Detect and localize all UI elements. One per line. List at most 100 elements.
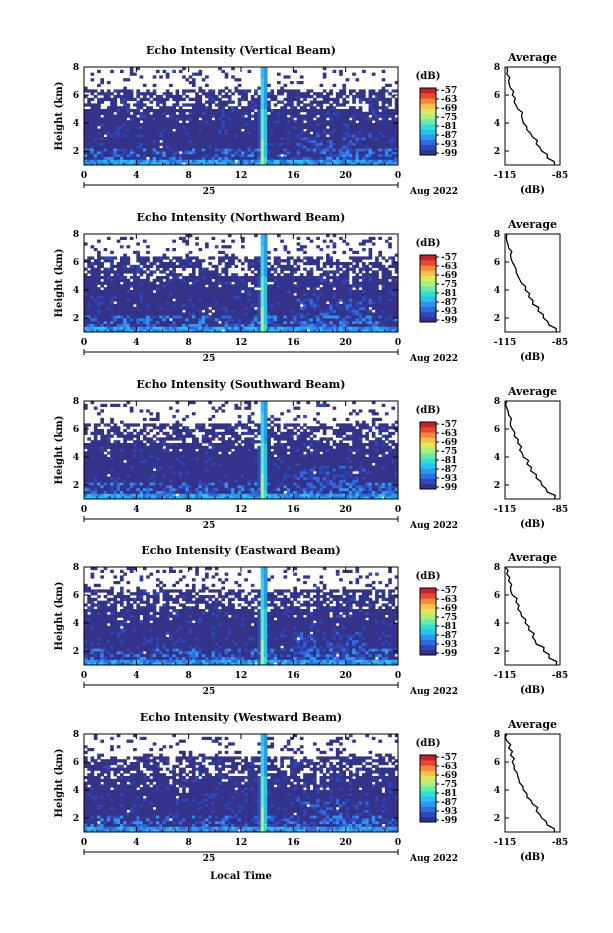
heatmap-cell — [231, 92, 235, 95]
heatmap-cell — [251, 307, 255, 310]
heatmap-cell — [362, 298, 366, 301]
heatmap-cell — [267, 251, 271, 254]
heatmap-cell — [352, 143, 356, 146]
heatmap-cell — [120, 326, 124, 329]
heatmap-cell — [113, 296, 117, 299]
heatmap-cell — [333, 131, 337, 134]
heatmap-cell — [163, 307, 167, 310]
heatmap-cell — [195, 237, 199, 240]
heatmap-cell — [218, 262, 222, 265]
heatmap-cell — [382, 151, 386, 154]
heatmap-cell — [316, 157, 320, 160]
heatmap-cell — [241, 106, 245, 109]
heatmap-cell — [339, 315, 343, 318]
heatmap-cell — [378, 251, 382, 254]
heatmap-cell — [333, 140, 337, 143]
heatmap-cell — [84, 112, 88, 115]
heatmap-cell — [202, 321, 206, 324]
heatmap-cell — [127, 129, 131, 132]
heatmap-cell — [270, 301, 274, 304]
heatmap-cell — [166, 282, 170, 285]
heatmap-cell — [254, 276, 258, 279]
heatmap-cell — [277, 301, 281, 304]
heatmap-cell — [159, 284, 163, 287]
heatmap-cell — [287, 117, 291, 120]
heatmap-cell — [280, 296, 284, 299]
heatmap-cell — [179, 123, 183, 126]
heatmap-cell — [287, 140, 291, 143]
heatmap-cell — [352, 145, 356, 148]
heatmap-cell — [110, 268, 114, 271]
heatmap-cell — [313, 101, 317, 104]
heatmap-cell — [365, 101, 369, 104]
heatmap-cell — [391, 115, 395, 118]
heatmap-cell — [287, 151, 291, 154]
heatmap-cell — [215, 120, 219, 123]
heatmap-cell — [342, 273, 346, 276]
heatmap-cell — [225, 87, 229, 90]
heatmap-cell — [153, 112, 157, 115]
heatmap-cell — [133, 148, 137, 151]
heatmap-cell — [254, 126, 258, 129]
heatmap-cell — [205, 321, 209, 324]
heatmap-cell — [352, 284, 356, 287]
heatmap-cell — [244, 321, 248, 324]
heatmap-cell — [372, 73, 376, 76]
heatmap-cell — [261, 268, 265, 271]
heatmap-cell — [120, 95, 124, 98]
heatmap-cell — [352, 109, 356, 112]
heatmap-cell — [280, 129, 284, 132]
heatmap-cell — [264, 326, 268, 329]
heatmap-cell — [117, 326, 121, 329]
heatmap-cell — [313, 296, 317, 299]
heatmap-cell — [189, 287, 193, 290]
heatmap-cell — [185, 290, 189, 293]
heatmap-cell — [159, 310, 163, 313]
heatmap-cell — [300, 321, 304, 324]
heatmap-cell — [329, 318, 333, 321]
heatmap-cell — [329, 109, 333, 112]
heatmap-cell — [100, 284, 104, 287]
heatmap-cell — [261, 87, 265, 90]
heatmap-cell — [257, 324, 261, 327]
heatmap-cell — [218, 101, 222, 104]
heatmap-cell — [352, 301, 356, 304]
heatmap-cell — [284, 245, 288, 248]
heatmap-cell — [130, 324, 134, 327]
heatmap-cell — [234, 129, 238, 132]
heatmap-cell — [110, 109, 114, 112]
heatmap-cell — [225, 326, 229, 329]
heatmap-cell — [143, 98, 147, 101]
heatmap-cell — [320, 148, 324, 151]
heatmap-cell — [284, 284, 288, 287]
heatmap-cell — [212, 296, 216, 299]
heatmap-cell — [310, 112, 314, 115]
heatmap-cell — [153, 298, 157, 301]
heatmap-cell — [355, 145, 359, 148]
heatmap-cell — [212, 276, 216, 279]
heatmap-cell — [107, 324, 111, 327]
heatmap-cell — [163, 265, 167, 268]
heatmap-cell — [369, 101, 373, 104]
heatmap-cell — [228, 265, 232, 268]
heatmap-cell — [221, 89, 225, 92]
heatmap-cell — [267, 157, 271, 160]
heatmap-cell — [382, 92, 386, 95]
heatmap-cell — [248, 259, 252, 262]
heatmap-cell — [163, 159, 167, 162]
heatmap-cell — [336, 157, 340, 160]
heatmap-cell — [238, 129, 242, 132]
heatmap-cell — [257, 145, 261, 148]
heatmap-cell — [94, 248, 98, 251]
heatmap-cell — [362, 154, 366, 157]
heatmap-cell — [329, 148, 333, 151]
heatmap-cell — [146, 131, 150, 134]
heatmap-cell — [176, 265, 180, 268]
heatmap-cell — [143, 298, 147, 301]
heatmap-cell — [352, 304, 356, 307]
heatmap-cell — [87, 296, 91, 299]
heatmap-cell — [166, 92, 170, 95]
heatmap-cell — [375, 315, 379, 318]
heatmap-cell — [329, 321, 333, 324]
heatmap-cell — [365, 298, 369, 301]
